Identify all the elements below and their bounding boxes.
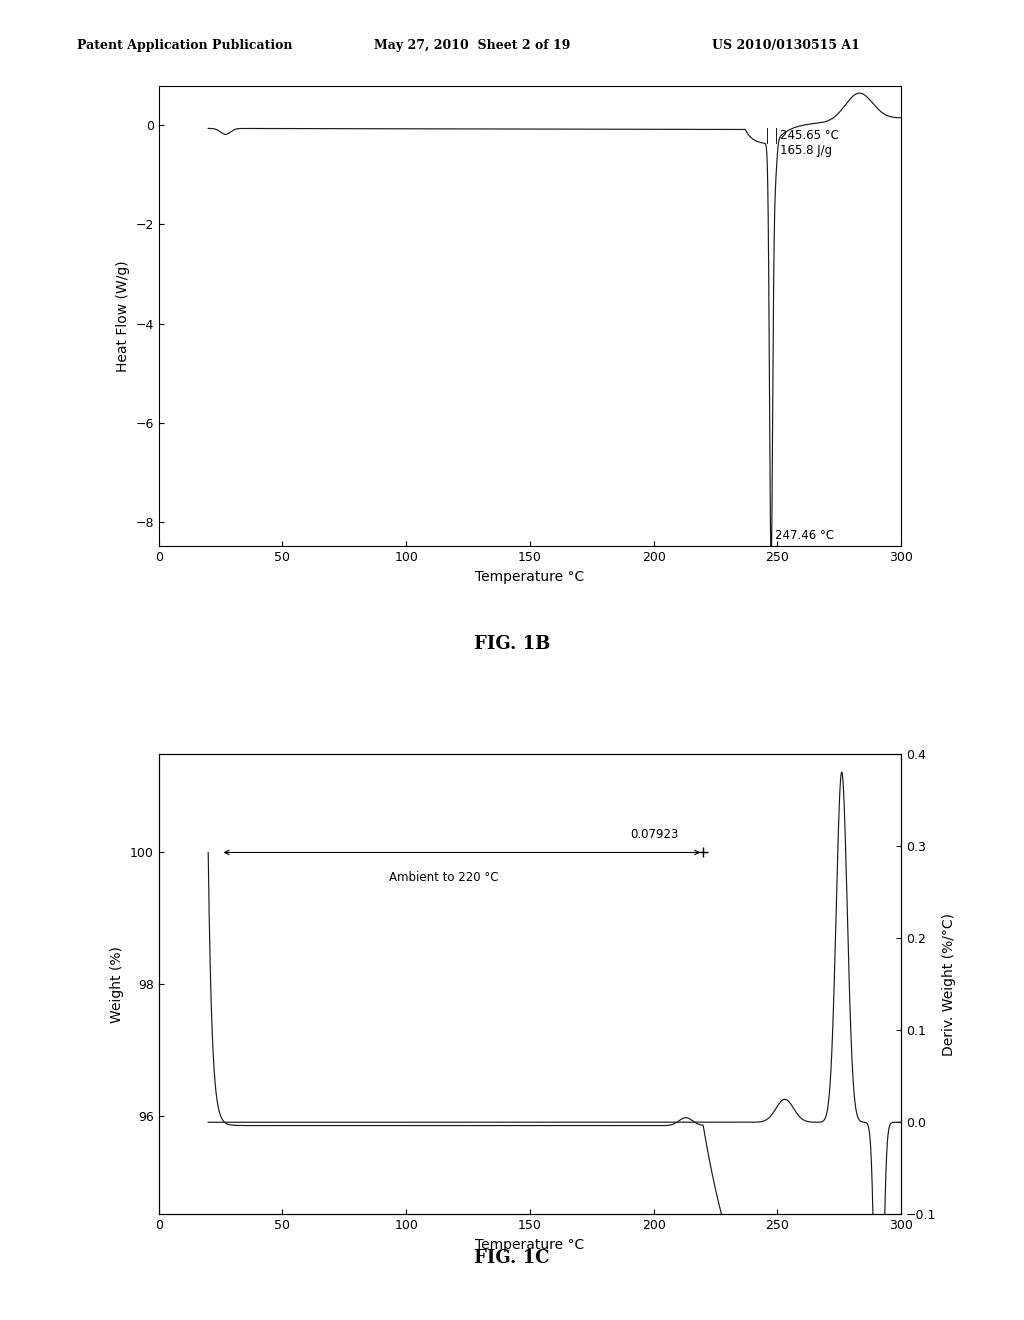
Text: May 27, 2010  Sheet 2 of 19: May 27, 2010 Sheet 2 of 19	[374, 38, 570, 51]
X-axis label: Temperature °C: Temperature °C	[475, 570, 585, 583]
Text: 0.07923: 0.07923	[630, 828, 679, 841]
Text: FIG. 1B: FIG. 1B	[474, 635, 550, 653]
Text: 247.46 °C: 247.46 °C	[775, 529, 834, 543]
Text: Patent Application Publication: Patent Application Publication	[77, 38, 292, 51]
X-axis label: Temperature °C: Temperature °C	[475, 1238, 585, 1251]
Text: Ambient to 220 °C: Ambient to 220 °C	[388, 871, 498, 884]
Y-axis label: Heat Flow (W/g): Heat Flow (W/g)	[116, 260, 130, 372]
Text: FIG. 1C: FIG. 1C	[474, 1249, 550, 1267]
Text: 245.65 °C
165.8 J/g: 245.65 °C 165.8 J/g	[780, 129, 839, 157]
Y-axis label: Deriv. Weight (%/°C): Deriv. Weight (%/°C)	[942, 912, 956, 1056]
Y-axis label: Weight (%): Weight (%)	[111, 945, 125, 1023]
Text: US 2010/0130515 A1: US 2010/0130515 A1	[712, 38, 859, 51]
